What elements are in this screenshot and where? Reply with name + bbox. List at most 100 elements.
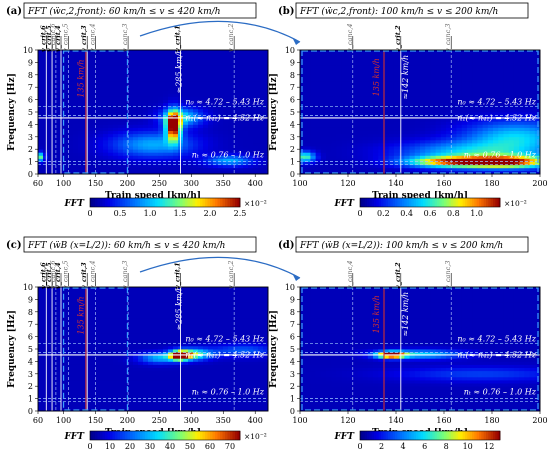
heatmap-cell [48,365,53,369]
heatmap-cell [98,146,103,150]
heatmap-cell [138,78,143,82]
heatmap-cell [420,66,426,70]
colorbar-segment [215,198,218,207]
heatmap-cell [43,149,48,153]
colorbar-segment [481,198,484,207]
heatmap-cell [88,165,93,169]
heatmap-cell [193,137,198,141]
heatmap-cell [118,69,123,73]
heatmap-cell [420,118,426,122]
heatmap-cell [108,386,113,390]
colorbar-segment [170,198,173,207]
heatmap-cell [310,97,316,101]
heatmap-cell [103,355,108,359]
heatmap-cell [498,78,504,82]
heatmap-cell [213,165,218,169]
heatmap-cell [394,100,400,104]
heatmap-cell [138,131,143,135]
heatmap-cell [133,303,138,307]
heatmap-cell [118,327,123,331]
heatmap-cell [441,75,447,79]
heatmap-cell [158,165,163,169]
heatmap-cell [530,75,536,79]
heatmap-cell [420,149,426,153]
heatmap-cell [163,358,168,362]
heatmap-cell [347,131,353,135]
heatmap-cell [198,140,203,144]
heatmap-cell [138,337,143,341]
heatmap-cell [420,103,426,107]
heatmap-cell [188,93,193,97]
heatmap-cell [253,50,258,54]
heatmap-cell [73,103,78,107]
heatmap-cell [173,155,178,159]
heatmap-cell [519,146,525,150]
heatmap-cell [78,121,83,125]
heatmap-cell [103,402,108,406]
heatmap-cell [158,296,163,300]
heatmap-cell [368,100,374,104]
heatmap-cell [373,146,379,150]
heatmap-cell [519,165,525,169]
heatmap-cell [248,87,253,91]
x-tick-label: 150 [88,179,103,188]
heatmap-cell [310,112,316,116]
heatmap-cell [63,389,68,393]
heatmap-cell [373,152,379,156]
colorbar-segment [233,198,236,207]
colorbar-segment [495,198,498,207]
heatmap-cell [441,155,447,159]
heatmap-cell [524,72,530,76]
heatmap-cell [198,56,203,60]
heatmap-cell [168,134,173,138]
heatmap-cell [163,121,168,125]
heatmap-cell [503,109,509,113]
heatmap-cell [530,81,536,85]
heatmap-cell [342,97,348,101]
heatmap-cell [342,131,348,135]
heatmap-cell [228,93,233,97]
heatmap-cell [103,312,108,316]
heatmap-cell [451,97,457,101]
heatmap-cell [193,53,198,57]
heatmap-cell [514,81,520,85]
heatmap-cell [493,78,499,82]
heatmap-cell [138,75,143,79]
heatmap-cell [128,131,133,135]
heatmap-cell [368,143,374,147]
heatmap-cell [168,149,173,153]
x-tick-label: 100 [292,179,307,188]
heatmap-cell [498,62,504,66]
heatmap-cell [143,386,148,390]
heatmap-cell [43,318,48,322]
heatmap-cell [441,103,447,107]
colorbar-segment [467,198,470,207]
heatmap-cell [138,287,143,291]
heatmap-cell [373,121,379,125]
heatmap-cell [331,87,337,91]
heatmap-cell [148,321,153,325]
colorbar-segment [160,198,163,207]
heatmap-cell [38,312,43,316]
heatmap-cell [128,309,133,313]
heatmap-cell [373,118,379,122]
heatmap-cell [446,165,452,169]
heatmap-cell [208,69,213,73]
heatmap-cell [48,149,53,153]
heatmap-cell [477,146,483,150]
heatmap-cell [158,327,163,331]
colorbar-segment [456,198,459,207]
heatmap-cell [198,53,203,57]
heatmap-cell [410,97,416,101]
heatmap-cell [451,90,457,94]
heatmap-cell [118,140,123,144]
heatmap-cell [138,66,143,70]
heatmap-cell [410,62,416,66]
heatmap-cell [208,81,213,85]
heatmap-cell [138,155,143,159]
heatmap-cell [48,137,53,141]
heatmap-cell [153,383,158,387]
heatmap-cell [153,315,158,319]
colorbar-segment [479,198,482,207]
heatmap-cell [108,368,113,372]
